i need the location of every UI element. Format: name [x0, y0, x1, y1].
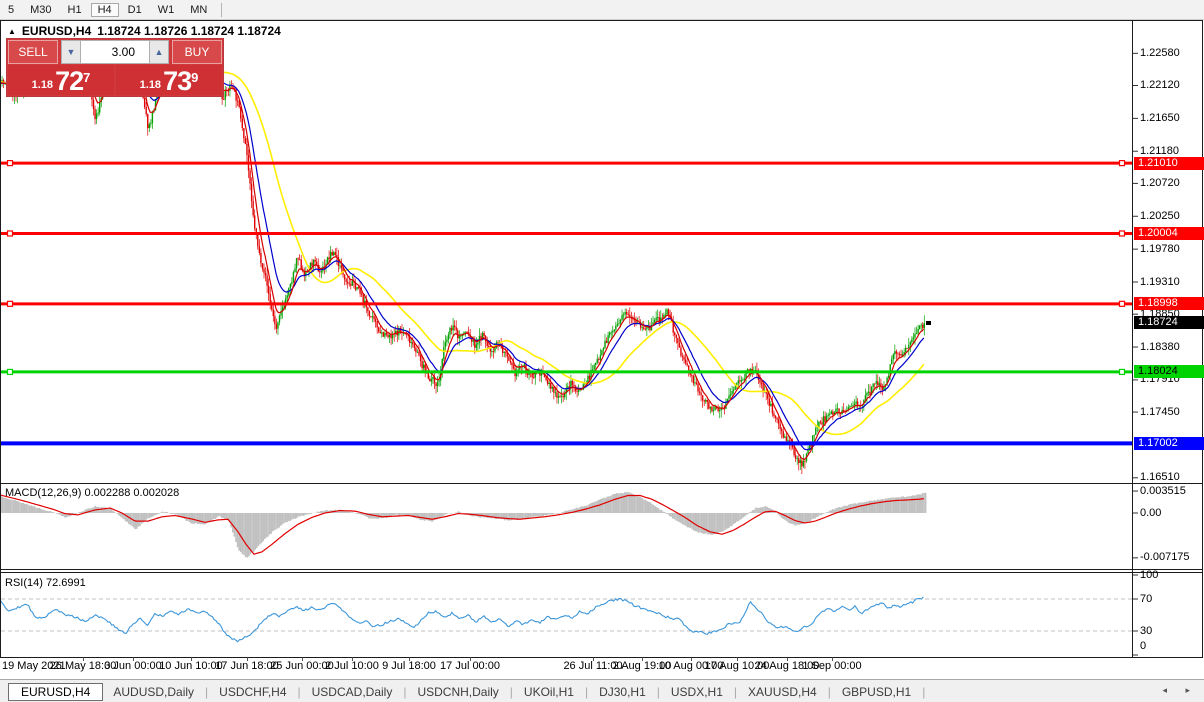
time-label: 19 May 2021	[2, 660, 66, 672]
price-axis-label: 1.19310	[1140, 275, 1180, 288]
buy-price-sup: 9	[191, 70, 199, 85]
time-label: 17 Aug 10:00	[704, 660, 770, 672]
sell-price-sup: 7	[83, 70, 91, 85]
rsi-label: RSI(14) 72.6991	[5, 577, 86, 589]
price-axis-label: 1.20720	[1140, 176, 1180, 189]
price-axis-label: 1.18380	[1140, 340, 1180, 353]
buy-button[interactable]: BUY	[172, 40, 222, 64]
rsi-axis-label: 0	[1140, 639, 1147, 652]
price-axis-label: 1.22120	[1140, 78, 1180, 91]
sell-price-main: 72	[55, 66, 84, 96]
rsi-axis-label: 100	[1140, 568, 1159, 581]
tab-separator: |	[827, 684, 831, 699]
time-label: 2 Jul 10:00	[325, 660, 379, 672]
current-price-label: 1.18724	[1134, 316, 1204, 330]
time-label: 9 Jul 18:00	[382, 660, 436, 672]
tab-separator: |	[922, 684, 926, 699]
timeframe-m30[interactable]: M30	[30, 3, 52, 16]
level-price-label: 1.20004	[1134, 226, 1204, 240]
chart-tab-usdchf-h4[interactable]: USDCHF,H4	[219, 684, 287, 699]
time-label: 26 May 18:00	[49, 660, 117, 672]
chart-tab-usdcad-daily[interactable]: USDCAD,Daily	[311, 684, 393, 699]
price-axis-label: 1.19780	[1140, 242, 1180, 255]
macd-label: MACD(12,26,9) 0.002288 0.002028	[5, 487, 180, 499]
rsi-axis-label: 70	[1140, 592, 1153, 605]
buy-price-prefix: 1.18	[139, 79, 162, 91]
chart-tab-xauusd-h4[interactable]: XAUUSD,H4	[748, 684, 817, 699]
time-label: 10 Aug 00:00	[658, 660, 724, 672]
trade-panel: SELL ▼ 3.00 ▲ BUY 1.18 72 7 1.18 73 9	[6, 38, 224, 97]
level-price-label: 1.18024	[1134, 365, 1204, 379]
quote-ohlc: 1.18724 1.18726 1.18724 1.18724	[97, 24, 281, 38]
tab-separator: |	[297, 684, 301, 699]
price-axis-label: 1.21180	[1140, 144, 1179, 157]
tab-separator: |	[509, 684, 513, 699]
tab-separator: |	[403, 684, 407, 699]
chart-tabbar: EURUSD,H4 AUDUSD,Daily | USDCHF,H4 | USDCAD,D…	[0, 679, 1204, 702]
chart-tab-ukoil-h1[interactable]: UKOil,H1	[523, 684, 574, 699]
level-price-label: 1.18998	[1134, 297, 1204, 311]
time-label: 1 Sep 00:00	[802, 660, 862, 672]
volume-increase-icon[interactable]: ▲	[149, 40, 169, 64]
price-axis-label: 1.20250	[1140, 209, 1180, 222]
buy-price-main: 73	[163, 66, 192, 96]
quote-symbol: EURUSD,H4	[21, 24, 92, 38]
time-label: 24 Aug 18:00	[754, 660, 820, 672]
timeframe-d1[interactable]: D1	[127, 3, 142, 16]
timeframe-toolbar: 5 M30 H1 H4 D1 W1 MN	[0, 0, 1204, 20]
chart-tab-eurusd-h4[interactable]: EURUSD,H4	[8, 682, 104, 701]
sell-button[interactable]: SELL	[8, 40, 58, 64]
macd-axis-label: 0.003515	[1140, 484, 1186, 497]
timeframe-h4[interactable]: H4	[90, 2, 119, 17]
time-label: 3 Jun 00:00	[104, 660, 162, 672]
chart-tab-gbpusd-h1[interactable]: GBPUSD,H1	[841, 684, 912, 699]
macd-axis-label: -0.007175	[1140, 551, 1190, 564]
time-label: 17 Jul 00:00	[440, 660, 500, 672]
volume-stepper: ▼ 3.00 ▲	[61, 40, 169, 64]
toolbar-separator	[221, 2, 223, 17]
quote-header: ▲ EURUSD,H4 1.18724 1.18726 1.18724 1.18…	[8, 24, 281, 38]
volume-decrease-icon[interactable]: ▼	[61, 40, 81, 64]
buy-quote[interactable]: 1.18 73 9	[116, 65, 222, 95]
time-label: 2 Aug 19:00	[612, 660, 672, 672]
price-axis-label: 1.22580	[1140, 46, 1180, 59]
level-price-label: 1.17002	[1134, 436, 1204, 450]
price-axis-label: 1.17450	[1140, 405, 1180, 418]
sell-price-prefix: 1.18	[31, 79, 54, 91]
tab-separator: |	[584, 684, 589, 699]
timeframe-5[interactable]: 5	[8, 3, 15, 16]
collapse-triangle-icon[interactable]: ▲	[8, 26, 16, 36]
chart-tab-audusd-daily[interactable]: AUDUSD,Daily	[113, 684, 195, 699]
time-label: 25 Jun 00:00	[270, 660, 334, 672]
time-label: 26 Jul 11:00	[563, 660, 623, 672]
price-axis-label: 1.21650	[1140, 111, 1180, 124]
chart-tab-usdx-h1[interactable]: USDX,H1	[670, 684, 723, 699]
timeframe-w1[interactable]: W1	[157, 3, 175, 16]
tab-scroll-arrows[interactable]: ◂ ▸	[1162, 685, 1198, 695]
time-label: 17 Jun 18:00	[215, 660, 279, 672]
sell-quote[interactable]: 1.18 72 7	[8, 65, 114, 95]
tab-separator: |	[205, 684, 209, 699]
timeframe-mn[interactable]: MN	[190, 3, 208, 16]
rsi-axis-label: 30	[1140, 624, 1153, 637]
chart-tab-usdcnh-daily[interactable]: USDCNH,Daily	[417, 684, 499, 699]
price-axis-label: 1.16510	[1140, 471, 1180, 484]
volume-value[interactable]: 3.00	[81, 40, 149, 64]
level-price-label: 1.21010	[1134, 156, 1204, 170]
tab-separator: |	[733, 684, 738, 699]
chart-tab-dj30-h1[interactable]: DJ30,H1	[599, 684, 646, 699]
time-label: 10 Jun 10:00	[159, 660, 223, 672]
macd-axis-label: 0.00	[1140, 506, 1162, 519]
tab-separator: |	[656, 684, 660, 699]
timeframe-h1[interactable]: H1	[67, 3, 82, 16]
